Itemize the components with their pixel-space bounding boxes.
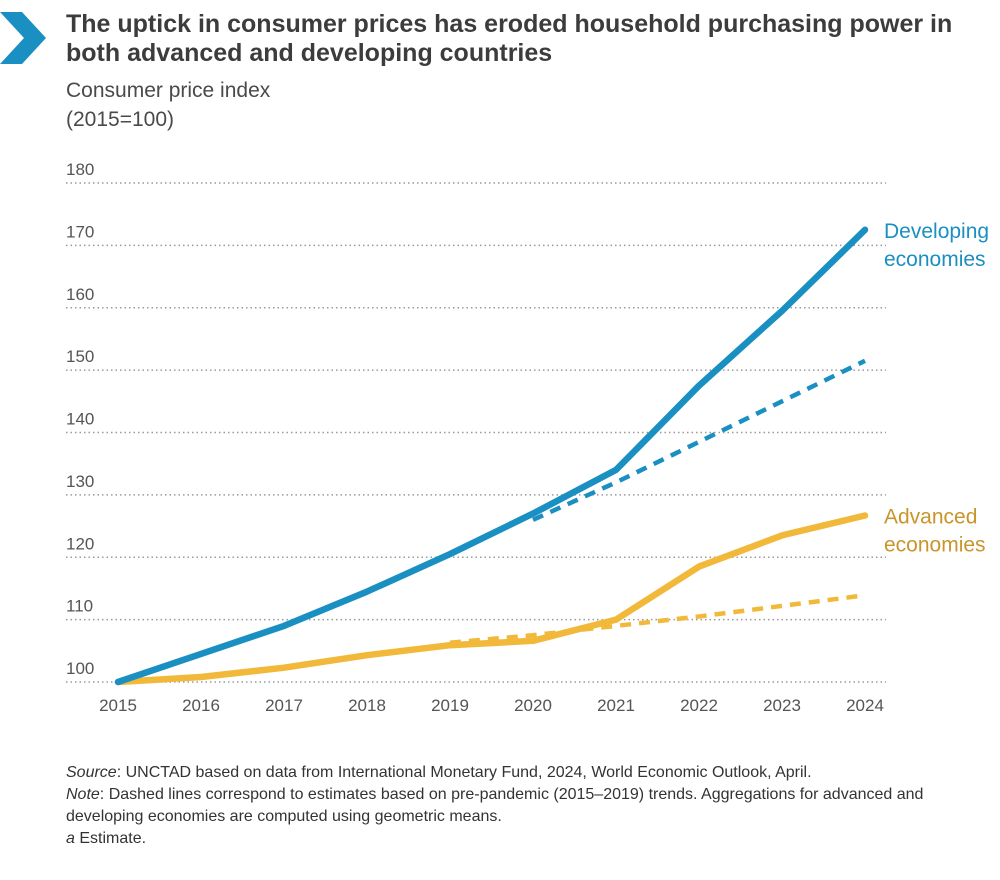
y-tick-label: 160 <box>66 285 94 304</box>
estimate-label: a <box>66 830 75 847</box>
x-tick-label: 2023 <box>763 696 801 715</box>
subtitle-line-1: Consumer price index <box>66 79 271 102</box>
chart-notes: Source: UNCTAD based on data from Intern… <box>66 762 986 850</box>
y-tick-label: 110 <box>66 597 93 616</box>
trend-line-dashed <box>532 358 866 522</box>
series-label: Advanced <box>884 505 977 528</box>
y-tick-label: 170 <box>66 222 94 241</box>
x-tick-label: 2019 <box>431 696 469 715</box>
x-tick-label: 2021 <box>597 696 635 715</box>
source-note: Source: UNCTAD based on data from Intern… <box>66 762 986 784</box>
series-label: economies <box>884 533 986 556</box>
estimate-note: a Estimate. <box>66 828 986 850</box>
y-tick-label: 120 <box>66 534 94 553</box>
y-tick-label: 130 <box>66 472 94 491</box>
x-tick-label: 2016 <box>182 696 220 715</box>
x-tick-label: 2022 <box>680 696 718 715</box>
estimate-text: Estimate. <box>74 830 147 847</box>
note-label: Note <box>66 786 100 803</box>
subtitle-line-2: (2015=100) <box>66 108 175 131</box>
x-tick-label: 2017 <box>265 696 303 715</box>
chevron-arrow-icon <box>0 12 46 64</box>
x-tick-label: 2018 <box>348 696 386 715</box>
method-note: Note: Dashed lines correspond to estimat… <box>66 784 986 828</box>
chart-title: The uptick in consumer prices has eroded… <box>66 10 953 67</box>
source-label: Source <box>66 764 117 781</box>
y-tick-label: 100 <box>66 659 94 678</box>
chart-subtitle: Consumer price index (2015=100) <box>66 76 270 134</box>
series-label: economies <box>884 248 986 271</box>
source-text: : UNCTAD based on data from Internationa… <box>116 764 812 781</box>
series-line <box>114 226 869 686</box>
y-tick-label: 140 <box>66 410 94 429</box>
trend-line-dashed <box>449 593 866 645</box>
cpi-line-chart: 100 110 120 130 140 150 160 170 180 2015 2016 2017 2… <box>66 160 989 715</box>
series-line <box>114 512 869 686</box>
x-tick-label: 2015 <box>99 696 137 715</box>
x-tick-label: 2020 <box>514 696 552 715</box>
note-text: : Dashed lines correspond to estimates b… <box>66 786 924 825</box>
y-tick-label: 150 <box>66 347 94 366</box>
x-tick-label: 2024 <box>846 696 884 715</box>
series-label: Developing <box>884 220 989 243</box>
y-tick-label: 180 <box>66 160 94 179</box>
